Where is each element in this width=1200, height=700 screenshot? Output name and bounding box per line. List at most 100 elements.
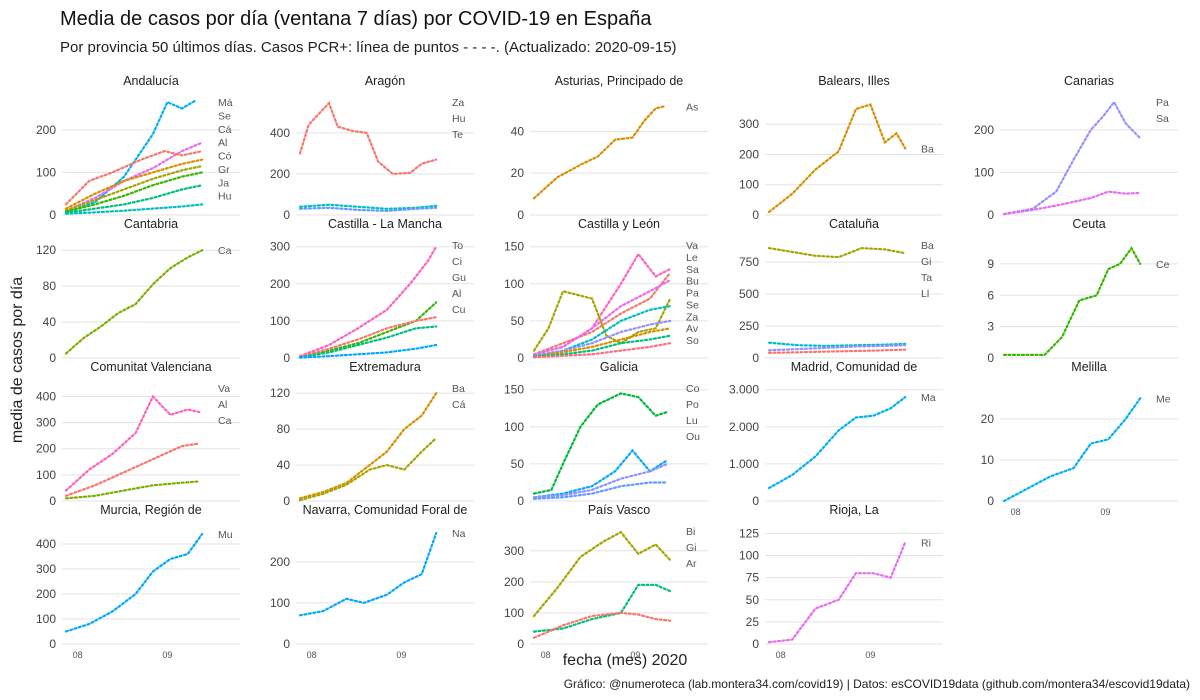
series-line: [298, 316, 438, 358]
x-tick-label: 08: [1011, 507, 1021, 517]
y-tick-label: 200: [270, 277, 290, 291]
series-label: Pa: [1156, 97, 1169, 109]
series-line: [298, 203, 438, 210]
y-tick-label: 200: [974, 123, 994, 137]
facet-strip-label: Galicia: [600, 360, 638, 374]
y-tick-label: 100: [36, 165, 56, 179]
series-line: [1002, 100, 1142, 216]
y-tick-label: 20: [511, 166, 525, 180]
facet-panels: Andalucía0100200MáSeCáAlCóGrJaHuAragón02…: [36, 74, 1178, 660]
facet-strip-label: Navarra, Comunidad Foral de: [303, 503, 468, 517]
y-tick-label: 200: [270, 555, 290, 569]
y-tick-label: 3: [987, 320, 994, 334]
y-tick-label: 40: [43, 315, 57, 329]
series-line: [64, 171, 204, 213]
series-line: [532, 334, 672, 358]
facet-panel: Aragón 0 200 400 Za Hu Te: [270, 74, 474, 222]
series-label: Ba: [921, 240, 934, 252]
series-label: Ca: [218, 415, 232, 427]
facet-panel: Canarias 0 100 200 Pa Sa: [974, 74, 1178, 222]
series-label: Co: [686, 383, 700, 395]
series-label: Al: [218, 137, 227, 149]
x-tick-label: 08: [541, 650, 551, 660]
y-tick-label: 1.000: [729, 457, 759, 471]
series-label: Gi: [921, 256, 932, 268]
y-tick-label: 0: [283, 637, 290, 651]
series-line: [1002, 246, 1142, 356]
facet-strip-label: Madrid, Comunidad de: [791, 360, 918, 374]
series-label: Ou: [686, 431, 700, 443]
series-line: [532, 530, 672, 618]
y-tick-label: 100: [974, 165, 994, 179]
y-tick-label: 0: [517, 494, 524, 508]
series-label: Lu: [686, 415, 698, 427]
y-tick-label: 300: [270, 240, 290, 254]
series-label: Pa: [686, 288, 699, 300]
series-line: [298, 206, 438, 213]
y-axis-label: media de casos por día: [9, 277, 26, 443]
series-line: [1002, 190, 1142, 216]
y-tick-label: 0: [752, 208, 759, 222]
series-line: [532, 271, 672, 356]
y-tick-label: 120: [36, 243, 56, 257]
y-tick-label: 200: [739, 147, 759, 161]
y-tick-label: 150: [504, 383, 524, 397]
series-label: Hu: [452, 113, 466, 125]
series-label: Bi: [686, 526, 695, 538]
series-label: Me: [1156, 393, 1171, 405]
series-label: Te: [452, 129, 463, 141]
series-label: Le: [686, 252, 698, 264]
y-tick-label: 120: [270, 386, 290, 400]
series-label: Se: [686, 299, 699, 311]
y-tick-label: 0: [752, 494, 759, 508]
series-line: [767, 344, 907, 352]
facet-panel: Ceuta 0 3 6 9 Ce: [987, 217, 1178, 365]
series-label: Al: [218, 399, 227, 411]
series-line: [532, 319, 672, 357]
chart-subtitle: Por provincia 50 últimos días. Casos PCR…: [60, 39, 677, 56]
series-line: [532, 279, 672, 356]
series-label: Cá: [452, 399, 466, 411]
facet-panel: Murcia, Región de 0 100 200 300 400 08 09 Mu: [36, 503, 240, 660]
y-tick-label: 0: [987, 351, 994, 365]
y-tick-label: 0: [987, 208, 994, 222]
series-line: [64, 184, 204, 214]
y-tick-label: 300: [739, 117, 759, 131]
y-tick-label: 100: [739, 178, 759, 192]
y-tick-label: 300: [36, 416, 56, 430]
series-line: [64, 203, 204, 215]
facet-strip-label: Balears, Illes: [818, 74, 890, 88]
facet-panel: Balears, Illes 0 100 200 300 Ba: [739, 74, 943, 222]
y-tick-label: 75: [746, 571, 760, 585]
series-line: [298, 532, 438, 617]
y-tick-label: 20: [981, 412, 995, 426]
y-tick-label: 100: [36, 468, 56, 482]
series-label: Na: [452, 528, 466, 540]
facet-panel: Comunitat Valenciana 0 100 200 300 400 Va Al Ca: [36, 360, 240, 508]
y-tick-label: 400: [36, 537, 56, 551]
series-line: [64, 249, 204, 355]
x-tick-label: 08: [776, 650, 786, 660]
series-label: Cu: [452, 304, 466, 316]
series-label: Gr: [218, 164, 230, 176]
y-tick-label: 50: [746, 593, 760, 607]
x-tick-label: 09: [1100, 507, 1110, 517]
series-label: Bu: [686, 276, 699, 288]
y-tick-label: 40: [277, 458, 291, 472]
series-label: Za: [686, 311, 698, 323]
x-axis-label: fecha (mes) 2020: [563, 652, 688, 669]
y-tick-label: 50: [511, 457, 525, 471]
y-tick-label: 3.000: [729, 383, 759, 397]
y-tick-label: 100: [504, 420, 524, 434]
series-label: Sa: [1156, 113, 1169, 125]
series-label: Má: [218, 97, 233, 109]
y-tick-label: 150: [504, 240, 524, 254]
series-label: Có: [218, 151, 232, 163]
series-line: [767, 103, 907, 214]
y-tick-label: 0: [49, 637, 56, 651]
series-line: [1002, 397, 1142, 503]
facet-strip-label: Cantabria: [124, 217, 178, 231]
facet-panel: Cantabria 0 40 80 120 Ca: [36, 217, 240, 365]
